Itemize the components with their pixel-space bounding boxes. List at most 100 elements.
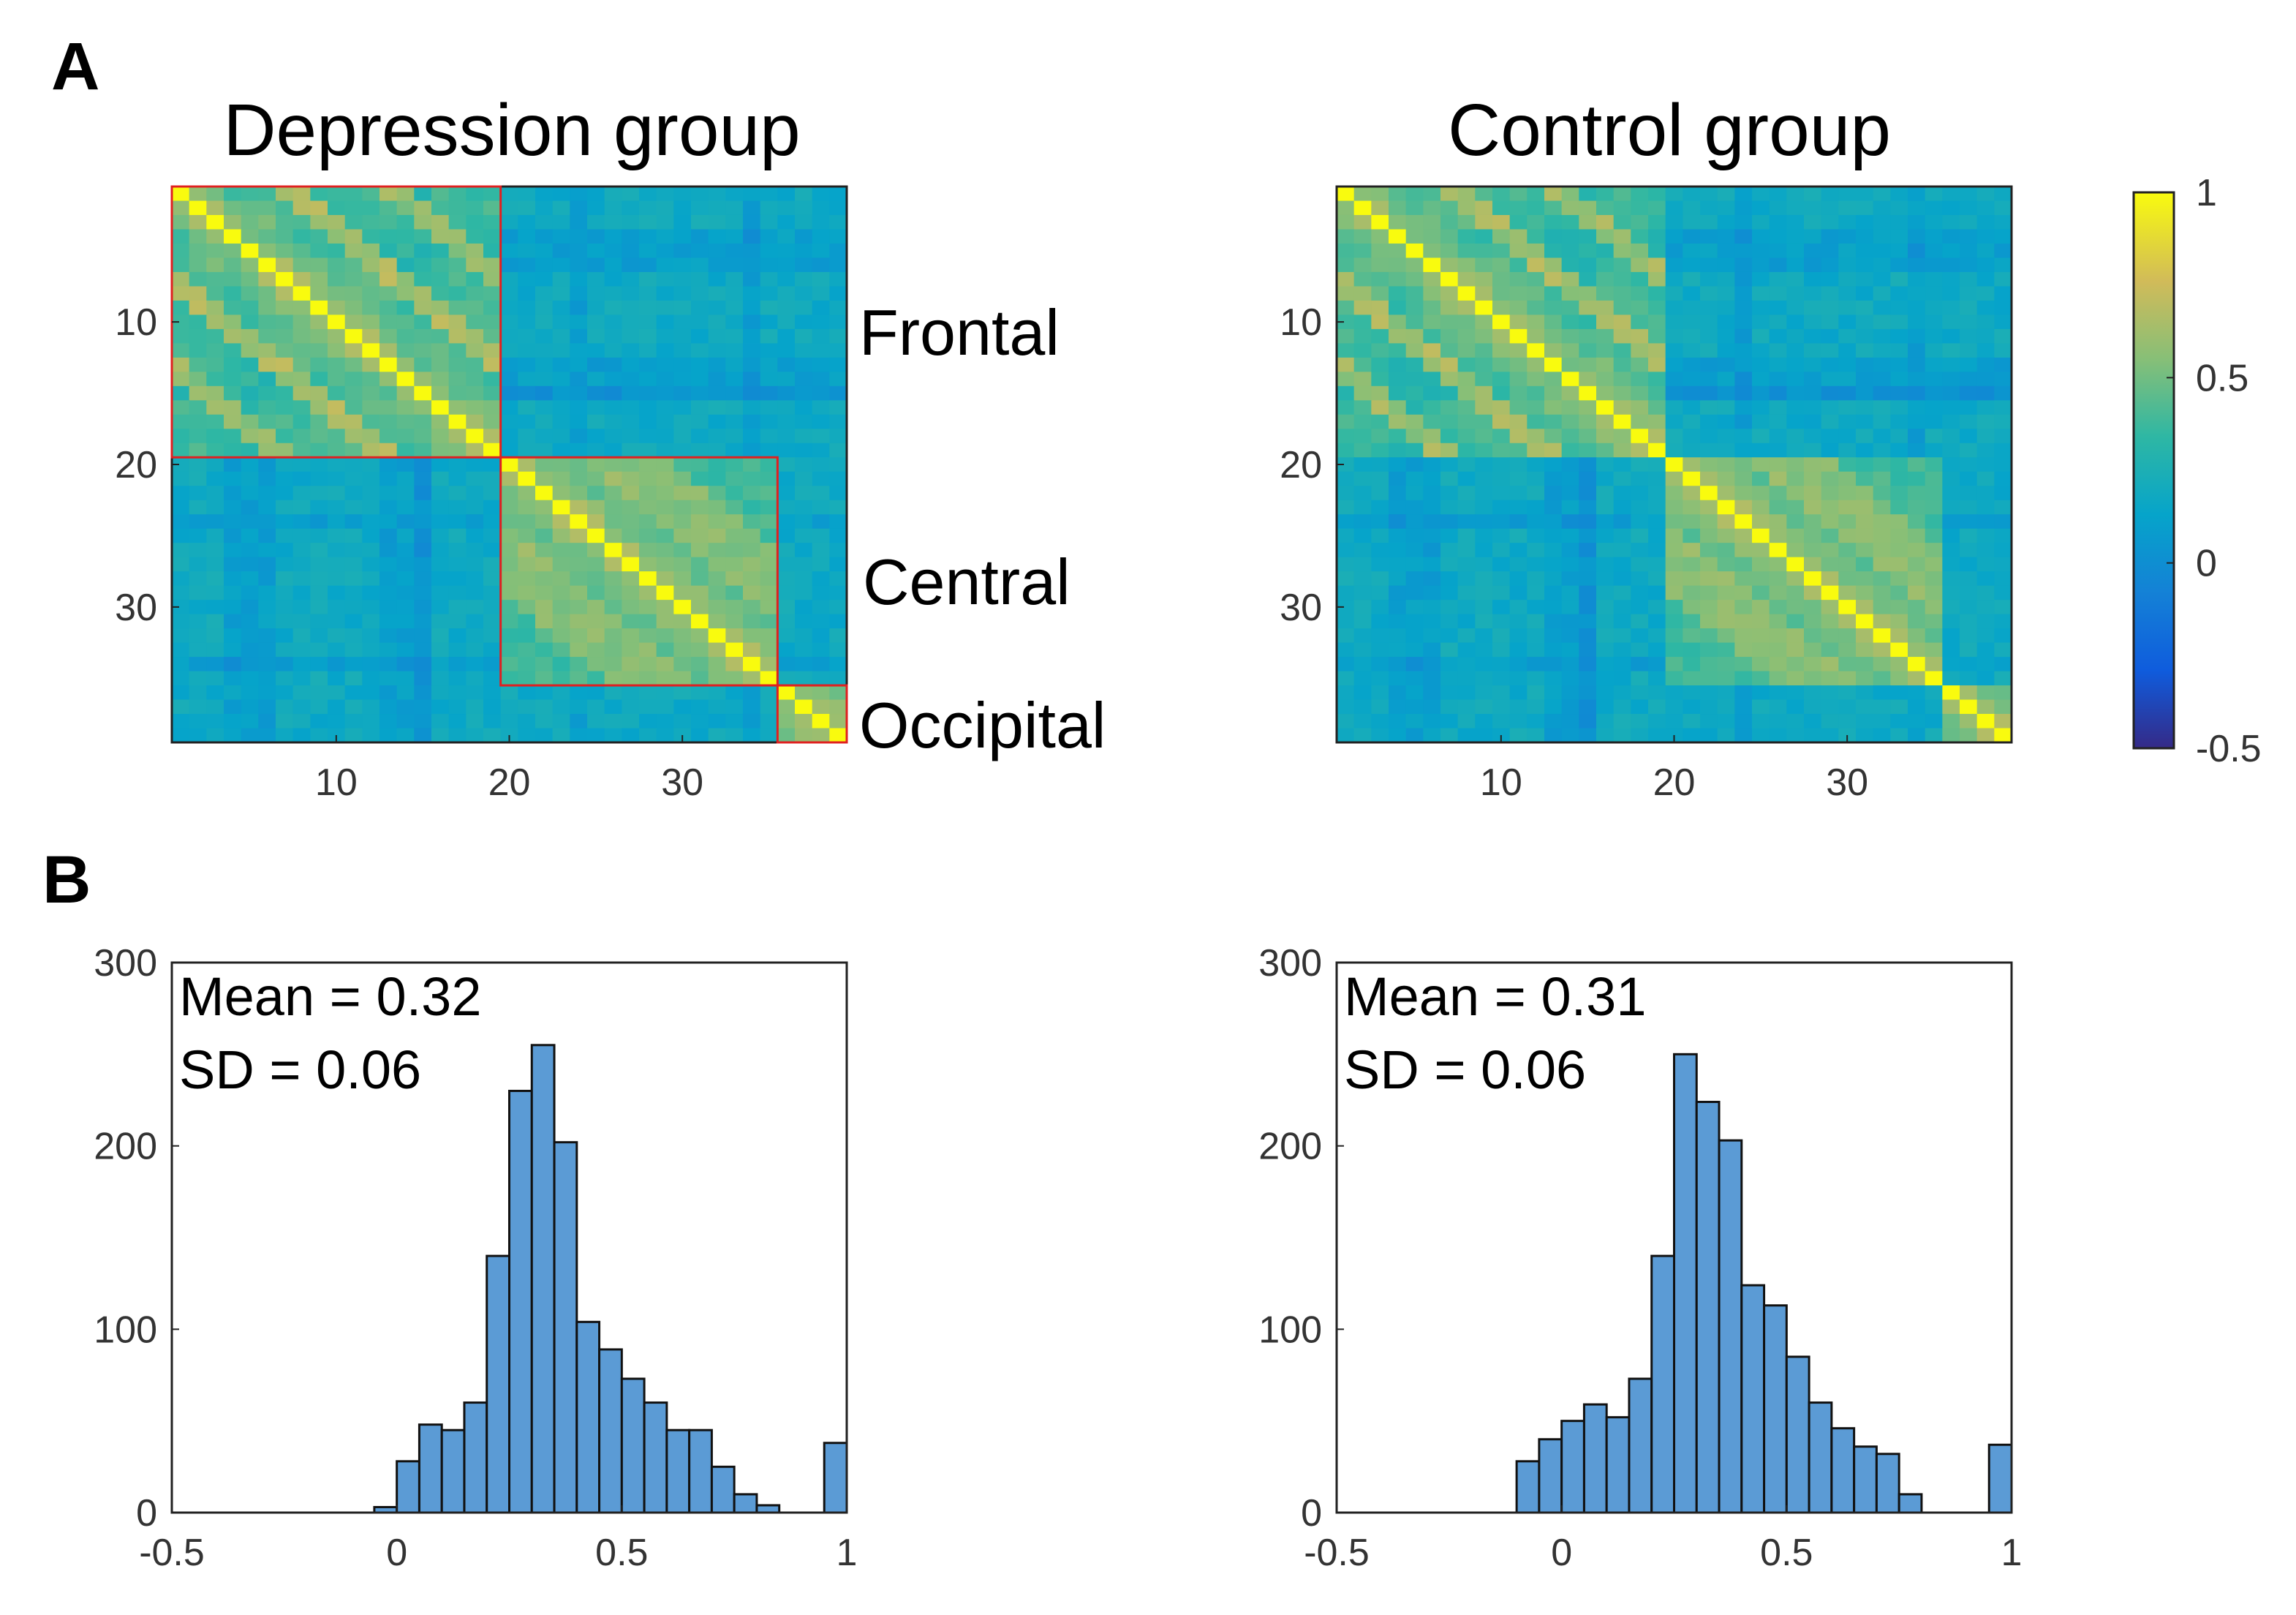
heatmap-cell (1838, 614, 1857, 629)
heatmap-cell (396, 229, 415, 244)
heatmap-cell (1544, 671, 1563, 686)
heatmap-cell (604, 372, 622, 387)
heatmap-cell (344, 385, 363, 401)
heatmap-cell (1527, 657, 1545, 672)
heatmap-cell (1994, 443, 2012, 458)
heatmap-cell (258, 200, 276, 216)
heatmap-cell (795, 315, 813, 330)
heatmap-cell (414, 343, 432, 358)
heatmap-cell (656, 315, 674, 330)
histogram-bar (1673, 1053, 1698, 1514)
heatmap-cell (414, 657, 432, 672)
heatmap-cell (241, 714, 259, 729)
heatmap-cell (656, 600, 674, 615)
heatmap-cell (1838, 257, 1857, 273)
heatmap-cell (310, 243, 328, 259)
heatmap-cell (1561, 257, 1579, 273)
heatmap-cell (1786, 628, 1805, 644)
heatmap-cell (1925, 571, 1943, 587)
heatmap-cell (1700, 200, 1718, 216)
heatmap-cell (1613, 257, 1631, 273)
heatmap-cell (1631, 614, 1649, 629)
heatmap-cell (1440, 714, 1459, 729)
heatmap-cell (379, 414, 398, 429)
heatmap-cell (431, 271, 450, 287)
heatmap-cell (1976, 657, 1995, 672)
heatmap-cell (466, 528, 484, 543)
heatmap-cell (1613, 671, 1631, 686)
heatmap-cell (206, 500, 224, 515)
heatmap-cell (1475, 328, 1493, 344)
heatmap-cell (1734, 514, 1753, 530)
heatmap-cell (344, 457, 363, 473)
heatmap-cell (1337, 457, 1355, 473)
heatmap-cell (500, 243, 518, 259)
heatmap-cell (1648, 372, 1666, 387)
heatmap-cell (1700, 657, 1718, 672)
heatmap-cell (1509, 457, 1527, 473)
heatmap-cell (1405, 357, 1424, 372)
heatmap-cell (1838, 286, 1857, 301)
heatmap-cell (604, 557, 622, 572)
heatmap-cell (622, 400, 640, 415)
heatmap-cell (570, 328, 588, 344)
heatmap-cell (206, 414, 224, 429)
heatmap-cell (1700, 486, 1718, 501)
heatmap-cell (829, 628, 847, 644)
heatmap-cell (656, 300, 674, 315)
heatmap-cell (795, 200, 813, 216)
heatmap-cell (1405, 500, 1424, 515)
heatmap-cell (1492, 229, 1511, 244)
heatmap-cell (328, 300, 346, 315)
heatmap-cell (1717, 214, 1735, 230)
heatmap-cell (1665, 429, 1683, 444)
heatmap-cell (396, 571, 415, 587)
heatmap-cell (1631, 600, 1649, 615)
heatmap-cell (362, 642, 380, 658)
heatmap-cell (622, 557, 640, 572)
heatmap-cell (292, 400, 311, 415)
heatmap-cell (1838, 628, 1857, 644)
heatmap-cell (1492, 514, 1511, 530)
heatmap-cell (1389, 300, 1407, 315)
heatmap-cell (760, 543, 778, 558)
heatmap-cell (691, 714, 709, 729)
heatmap-cell (1457, 257, 1476, 273)
heatmap-cell (760, 200, 778, 216)
heatmap-cell (639, 385, 657, 401)
heatmap-cell (1440, 400, 1459, 415)
heatmap-cell (1960, 600, 1978, 615)
heatmap-cell (1631, 471, 1649, 486)
heatmap-cell (1440, 328, 1459, 344)
heatmap-cell (673, 343, 692, 358)
heatmap-cell (344, 543, 363, 558)
heatmap-cell (725, 271, 744, 287)
heatmap-cell (1752, 372, 1770, 387)
heatmap-cell (1596, 657, 1615, 672)
heatmap-cell (1492, 300, 1511, 315)
heatmap-cell (1890, 543, 1908, 558)
heatmap-cell (1734, 571, 1753, 587)
heatmap-cell (224, 557, 242, 572)
heatmap-cell (1337, 671, 1355, 686)
heatmap-cell (483, 471, 502, 486)
heatmap-cell (276, 200, 294, 216)
heatmap-cell (829, 400, 847, 415)
heatmap-cell (379, 543, 398, 558)
heatmap-cell (328, 271, 346, 287)
heatmap-cell (206, 257, 224, 273)
heatmap-cell (1804, 187, 1822, 202)
heatmap-cell (1544, 543, 1563, 558)
heatmap-cell (292, 243, 311, 259)
heatmap-cell (1925, 457, 1943, 473)
heatmap-cell (587, 385, 605, 401)
heatmap-cell (241, 200, 259, 216)
heatmap-cell (622, 728, 640, 743)
heatmap-cell (1700, 614, 1718, 629)
heatmap-cell (604, 286, 622, 301)
heatmap-cell (344, 685, 363, 701)
heatmap-cell (535, 214, 554, 230)
heatmap-cell (206, 642, 224, 658)
heatmap-cell (673, 699, 692, 715)
heatmap-cell (812, 671, 830, 686)
